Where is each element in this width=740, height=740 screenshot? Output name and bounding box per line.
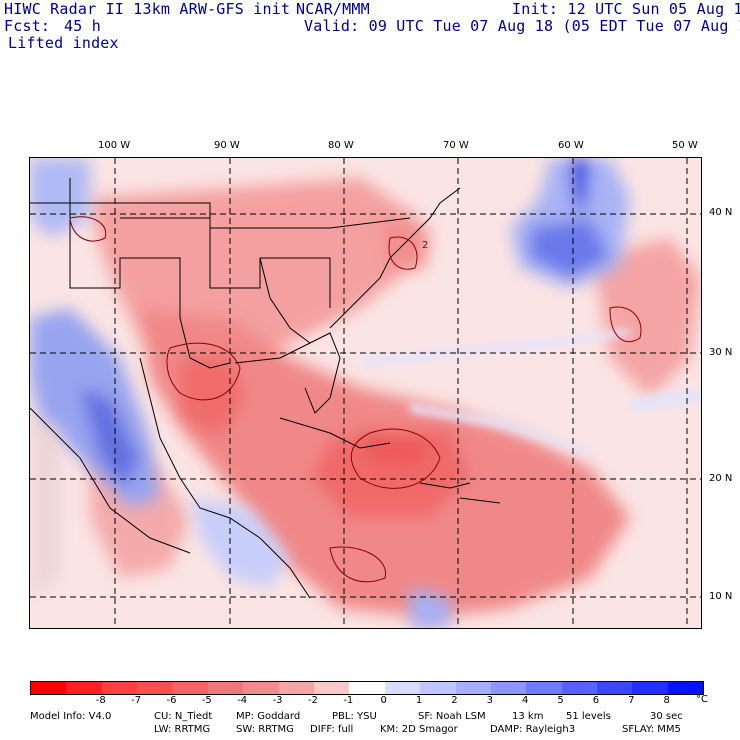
colorbar-swatch [632, 682, 668, 694]
colorbar-swatch [137, 682, 173, 694]
colorbar-tick-label: 7 [628, 695, 635, 706]
footer-cu: CU: N_Tiedt [154, 711, 213, 722]
footer-mp: MP: Goddard [236, 711, 301, 722]
colorbar-tick-label: -4 [237, 695, 248, 706]
lifted-index-map: 2 [29, 157, 702, 629]
colorbar-tick-label: 3 [486, 695, 493, 706]
colorbar-swatch [172, 682, 208, 694]
footer-diff: DIFF: full [310, 724, 354, 735]
lon-label-50w: 50 W [672, 140, 698, 151]
footer-sflay: SFLAY: MM5 [622, 724, 681, 735]
colorbar [30, 681, 704, 695]
organization-label: NCAR/MMM [296, 0, 370, 18]
colorbar-swatch [490, 682, 527, 694]
colorbar-swatch [314, 682, 350, 694]
colorbar-unit: °C [696, 694, 708, 705]
footer-levels: 51 levels [566, 711, 611, 722]
colorbar-swatch [31, 682, 67, 694]
colorbar-tick-label: -1 [343, 695, 354, 706]
colorbar-tick-label: 0 [380, 695, 387, 706]
colorbar-tick-label: 8 [663, 695, 670, 706]
colorbar-swatch [278, 682, 314, 694]
colorbar-swatch [101, 682, 138, 694]
footer-lw: LW: RRTMG [154, 724, 211, 735]
colorbar-tick-label: 1 [415, 695, 423, 706]
forecast-hours: 45 h [64, 17, 101, 35]
map-canvas: 2 [30, 158, 701, 628]
footer-sw: SW: RRTMG [236, 724, 294, 735]
footer-sf: SF: Noah LSM [418, 711, 486, 722]
init-time: Init: 12 UTC Sun 05 Aug 18 [512, 0, 740, 18]
colorbar-swatch [561, 682, 597, 694]
colorbar-swatch [667, 682, 704, 694]
colorbar-swatch [243, 682, 279, 694]
lon-label-80w: 80 W [328, 140, 354, 151]
contours [69, 216, 642, 583]
colorbar-tick-label: 5 [557, 695, 564, 706]
geographic-borders [30, 178, 501, 599]
lat-label-20n: 20 N [709, 473, 733, 484]
colorbar-swatch [207, 682, 244, 694]
colorbar-swatch [526, 682, 562, 694]
colorbar-tick-label: -8 [95, 695, 106, 706]
colorbar-tick-label: -7 [131, 695, 142, 706]
colorbar-tick-label: -3 [272, 695, 283, 706]
negative-li-fields [90, 178, 701, 618]
colorbar-swatch [66, 682, 102, 694]
colorbar-swatch [384, 682, 421, 694]
footer-timestep: 30 sec [650, 711, 683, 722]
colorbar-swatch [455, 682, 491, 694]
colorbar-tick-label: -6 [166, 695, 177, 706]
colorbar-swatch [349, 682, 385, 694]
footer-model-info: Model Info: V4.0 [30, 711, 112, 722]
footer-km: KM: 2D Smagor [380, 724, 458, 735]
lon-label-100w: 100 W [98, 140, 131, 151]
lat-label-40n: 40 N [709, 207, 733, 218]
forecast-label: Fcst: [4, 17, 51, 35]
lat-label-30n: 30 N [709, 347, 733, 358]
valid-time: Valid: 09 UTC Tue 07 Aug 18 (05 EDT Tue … [304, 17, 740, 35]
footer-damp: DAMP: Rayleigh3 [490, 724, 576, 735]
positive-li-fields [30, 158, 630, 628]
footer-resolution: 13 km [512, 711, 544, 722]
atlantic-streaks [360, 328, 701, 456]
colorbar-swatch [420, 682, 456, 694]
footer-pbl: PBL: YSU [332, 711, 377, 722]
lat-label-10n: 10 N [709, 591, 733, 602]
colorbar-tick-label: -5 [201, 695, 212, 706]
colorbar-swatch [597, 682, 633, 694]
lon-label-90w: 90 W [214, 140, 240, 151]
colorbar-tick-label: 2 [451, 695, 458, 706]
model-title: HIWC Radar II 13km ARW-GFS init [4, 0, 291, 18]
field-name: Lifted index [8, 34, 119, 52]
colorbar-tick-label: 6 [592, 695, 600, 706]
colorbar-tick-label: 4 [521, 695, 529, 706]
colorbar-tick-label: -2 [307, 695, 318, 706]
lon-label-60w: 60 W [558, 140, 584, 151]
graticule [30, 158, 701, 628]
contour-label: 2 [422, 240, 428, 251]
lon-label-70w: 70 W [443, 140, 469, 151]
